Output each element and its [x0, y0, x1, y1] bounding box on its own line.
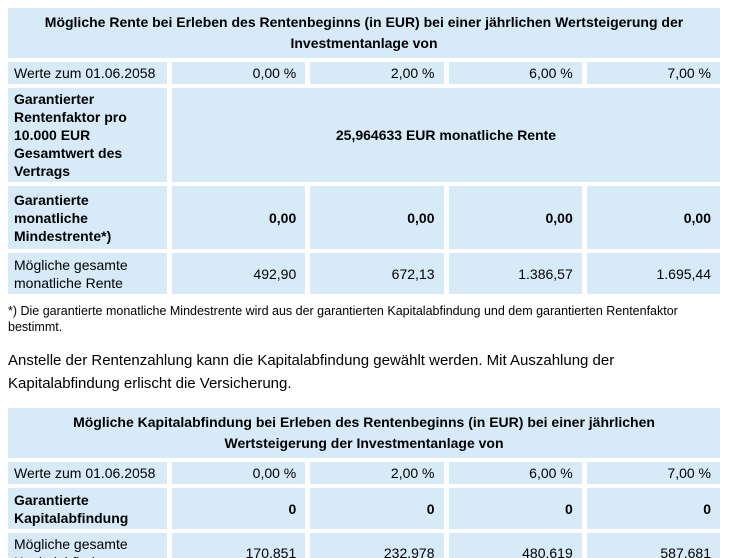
gesamt-rente-value-2: 1.386,57 [448, 253, 582, 294]
gesamt-rente-value-3: 1.695,44 [586, 253, 720, 294]
mindestrente-value-3: 0,00 [586, 186, 720, 249]
gesamt-kapital-value-2: 480.619 [448, 533, 582, 558]
rente-date-label: Werte zum 01.06.2058 [8, 62, 167, 84]
garantierte-kapital-label: Garantierte Kapitalabfindung [8, 488, 167, 529]
table-row: Mögliche Rente bei Erleben des Rentenbeg… [8, 8, 720, 58]
gesamt-kapital-value-1: 232.978 [310, 533, 444, 558]
mindestrente-label: Garantierte monatliche Mindestrente*) [8, 186, 167, 249]
table-row: Mögliche Kapitalabfindung bei Erleben de… [8, 408, 720, 458]
rente-percent-col-3: 7,00 % [586, 62, 720, 84]
mindestrente-value-0: 0,00 [172, 186, 306, 249]
kapitalabfindung-paragraph: Anstelle der Rentenzahlung kann die Kapi… [8, 352, 615, 392]
garantierte-kapital-value-0: 0 [172, 488, 306, 529]
gesamt-rente-value-0: 492,90 [172, 253, 306, 294]
rentenfaktor-value: 25,964633 EUR monatliche Rente [172, 88, 720, 182]
table-row: Garantierter Rentenfaktor pro 10.000 EUR… [8, 88, 720, 182]
kapital-date-label: Werte zum 01.06.2058 [8, 462, 167, 484]
gesamt-kapital-value-3: 587.681 [586, 533, 720, 558]
gesamt-rente-label: Mögliche gesamte monatliche Rente [8, 253, 167, 294]
rente-table: Mögliche Rente bei Erleben des Rentenbeg… [3, 4, 725, 298]
kapital-percent-col-3: 7,00 % [586, 462, 720, 484]
mindestrente-value-1: 0,00 [310, 186, 444, 249]
garantierte-kapital-value-3: 0 [586, 488, 720, 529]
kapital-table-title: Mögliche Kapitalabfindung bei Erleben de… [8, 408, 720, 458]
table-row: Garantierte monatliche Mindestrente*) 0,… [8, 186, 720, 249]
rente-percent-col-2: 6,00 % [448, 62, 582, 84]
rente-percent-col-1: 2,00 % [310, 62, 444, 84]
rente-percent-col-0: 0,00 % [172, 62, 306, 84]
gesamt-kapital-label: Mögliche gesamte Kapitalabfindung [8, 533, 167, 558]
kapital-table: Mögliche Kapitalabfindung bei Erleben de… [3, 404, 725, 558]
kapital-percent-col-1: 2,00 % [310, 462, 444, 484]
table-row: Werte zum 01.06.2058 0,00 % 2,00 % 6,00 … [8, 62, 720, 84]
table-row: Garantierte Kapitalabfindung 0 0 0 0 [8, 488, 720, 529]
kapital-percent-col-0: 0,00 % [172, 462, 306, 484]
garantierte-kapital-value-1: 0 [310, 488, 444, 529]
table-row: Werte zum 01.06.2058 0,00 % 2,00 % 6,00 … [8, 462, 720, 484]
mindestrente-value-2: 0,00 [448, 186, 582, 249]
rentenfaktor-label: Garantierter Rentenfaktor pro 10.000 EUR… [8, 88, 167, 182]
gesamt-kapital-value-0: 170.851 [172, 533, 306, 558]
gesamt-rente-value-1: 672,13 [310, 253, 444, 294]
footnote-text: *) Die garantierte monatliche Mindestren… [8, 304, 678, 334]
table-row: Mögliche gesamte Kapitalabfindung 170.85… [8, 533, 720, 558]
table-row: Mögliche gesamte monatliche Rente 492,90… [8, 253, 720, 294]
spacer [3, 395, 730, 404]
rente-table-title: Mögliche Rente bei Erleben des Rentenbeg… [8, 8, 720, 58]
kapital-percent-col-2: 6,00 % [448, 462, 582, 484]
garantierte-kapital-value-2: 0 [448, 488, 582, 529]
